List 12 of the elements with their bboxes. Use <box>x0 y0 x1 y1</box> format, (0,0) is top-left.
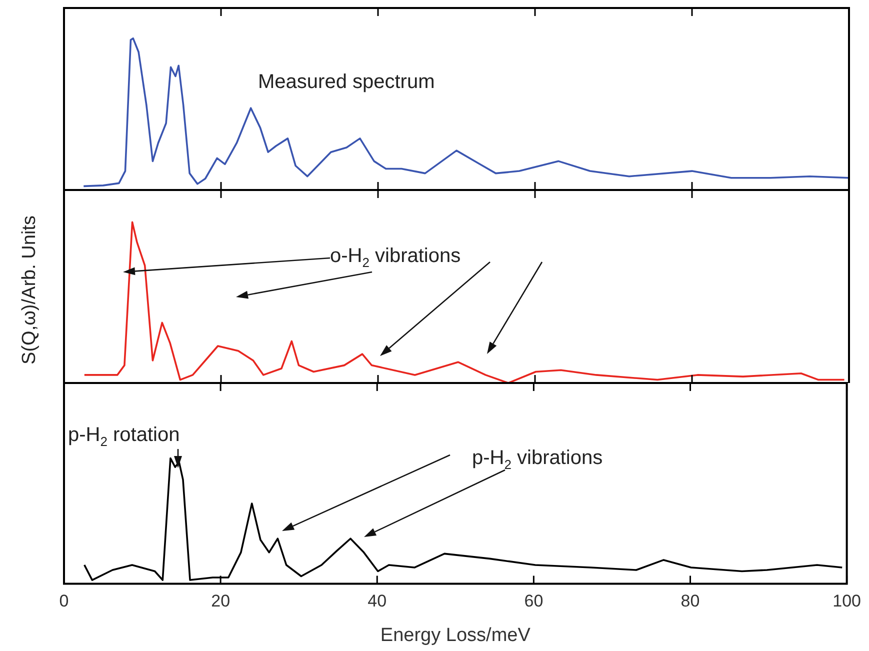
x-tick-label: 60 <box>524 592 544 611</box>
x-tick-label: 80 <box>680 592 700 611</box>
annotation: Measured spectrum <box>258 71 435 93</box>
x-tick-label: 100 <box>832 592 862 611</box>
x-tick-label: 0 <box>59 592 69 611</box>
x-axis-title: Energy Loss/meV <box>380 624 531 646</box>
x-tick-label: 20 <box>211 592 230 611</box>
y-axis-title: S(Q,ω)/Arb. Units <box>19 216 41 364</box>
x-tick-label: 40 <box>368 592 387 611</box>
annotation: p-H$_{2}$ vibrations <box>472 447 603 472</box>
annotation: o-H$_{2}$ vibrations <box>330 245 461 270</box>
text: p-H$_{2}$ rotation <box>68 424 180 449</box>
